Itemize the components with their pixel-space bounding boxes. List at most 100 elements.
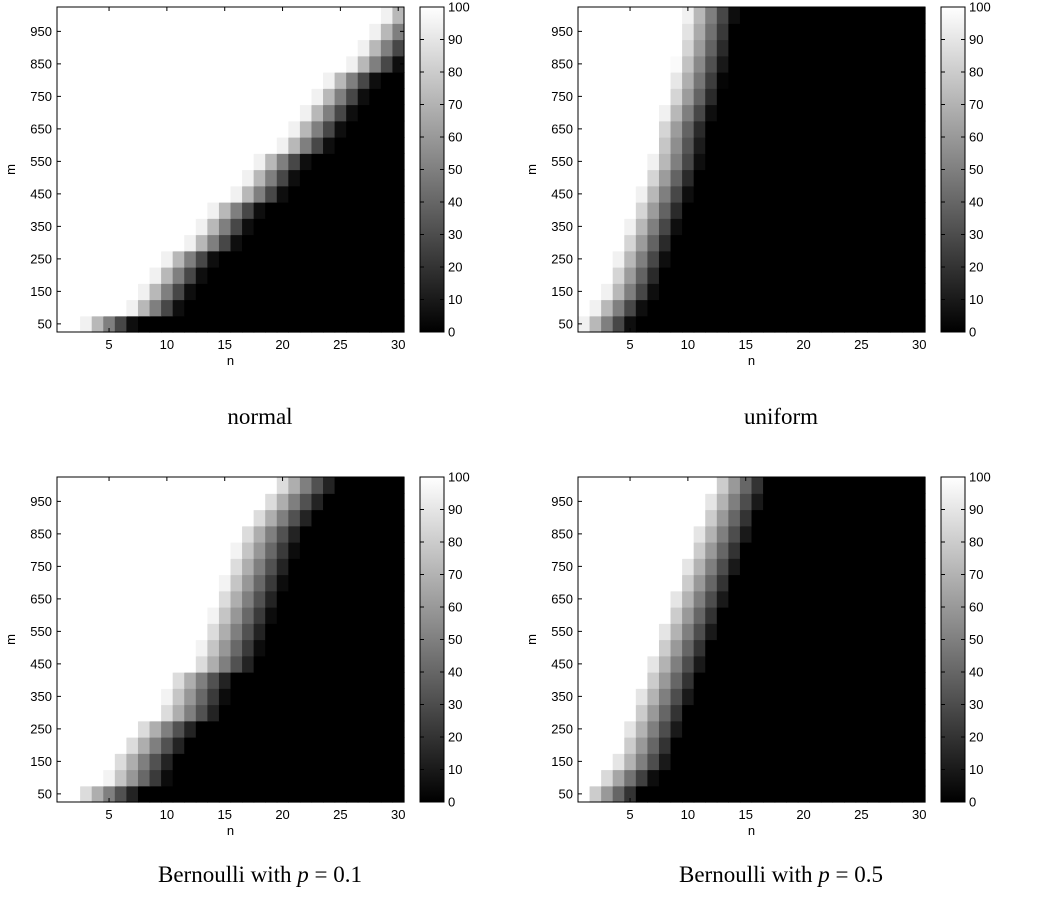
heatmap-cell: [890, 737, 903, 754]
heatmap-cell: [218, 185, 232, 203]
heatmap-cell: [601, 72, 614, 89]
heatmap-cell: [786, 23, 799, 41]
heatmap-cell: [68, 234, 81, 252]
heatmap-cell: [161, 234, 174, 252]
heatmap-cell: [832, 558, 845, 576]
heatmap-cell: [334, 769, 347, 787]
heatmap-cell: [716, 623, 729, 641]
heatmap-cell: [253, 493, 266, 511]
heatmap-cell: [763, 315, 776, 333]
heatmap-cell: [612, 607, 625, 624]
heatmap-cell: [380, 267, 394, 284]
heatmap-cell: [820, 590, 834, 608]
heatmap-cell: [230, 267, 243, 284]
heatmap-cell: [705, 137, 718, 154]
colorbar-tick-label: 0: [448, 325, 455, 340]
heatmap-cell: [774, 202, 787, 219]
heatmap-cell: [716, 250, 729, 268]
heatmap-cell: [276, 785, 289, 803]
heatmap-cell: [323, 23, 336, 41]
heatmap-cell: [68, 23, 81, 41]
heatmap-cell: [91, 720, 104, 738]
heatmap-cell: [137, 55, 151, 73]
heatmap-cell: [832, 234, 845, 252]
heatmap-cell: [137, 574, 151, 592]
heatmap-cell: [323, 672, 336, 689]
heatmap-cell: [253, 250, 266, 268]
heatmap-cell: [218, 137, 232, 154]
heatmap-cell: [624, 72, 637, 89]
heatmap-cell: [763, 234, 776, 252]
heatmap-cell: [195, 153, 208, 171]
heatmap-cell: [184, 720, 197, 738]
heatmap-cell: [380, 525, 394, 543]
heatmap-cell: [739, 542, 753, 559]
heatmap-cell: [276, 104, 289, 122]
heatmap-cell: [218, 558, 232, 576]
heatmap-cell: [323, 590, 336, 608]
heatmap-cell: [786, 542, 799, 559]
heatmap-cell: [242, 737, 255, 754]
heatmap-cell: [763, 169, 776, 187]
heatmap-cell: [126, 574, 139, 592]
heatmap-cell: [288, 623, 301, 641]
heatmap-cell: [242, 137, 255, 154]
heatmap-cell: [218, 88, 232, 106]
heatmap-cell: [867, 169, 880, 187]
heatmap-cell: [137, 267, 151, 284]
heatmap-cell: [647, 153, 660, 171]
heatmap-cell: [57, 299, 70, 317]
heatmap-cell: [91, 137, 104, 154]
heatmap-cell: [705, 153, 718, 171]
heatmap-cell: [601, 234, 614, 252]
heatmap-cell: [647, 688, 660, 706]
heatmap-cell: [589, 753, 602, 771]
heatmap-cell: [890, 137, 903, 154]
heatmap-cell: [311, 785, 324, 803]
heatmap-cell: [682, 23, 695, 41]
heatmap-cell: [184, 23, 197, 41]
heatmap-cell: [589, 250, 602, 268]
heatmap-cell: [218, 542, 232, 559]
heatmap-cell: [242, 672, 255, 689]
heatmap-cell: [311, 23, 324, 41]
heatmap-cell: [739, 639, 753, 657]
heatmap-cell: [276, 250, 289, 268]
heatmap-cell: [786, 769, 799, 787]
heatmap-cell: [80, 542, 93, 559]
heatmap-cell: [878, 607, 891, 624]
heatmap-cell: [693, 55, 706, 73]
heatmap-cell: [172, 88, 185, 106]
heatmap-cell: [728, 607, 741, 624]
heatmap-cell: [242, 169, 255, 187]
heatmap-cell: [265, 688, 278, 706]
heatmap-cell: [57, 104, 70, 122]
plot-frame: [577, 476, 926, 803]
heatmap-cell: [832, 477, 845, 494]
heatmap-cell: [670, 299, 683, 317]
heatmap-cell: [682, 672, 695, 689]
heatmap-cell: [728, 72, 741, 89]
heatmap-cell: [890, 185, 903, 203]
heatmap-cell: [172, 72, 185, 89]
heatmap-cell: [207, 23, 220, 41]
heatmap-cell: [195, 7, 208, 24]
heatmap-cell: [80, 315, 93, 333]
heatmap-cell: [809, 720, 822, 738]
heatmap-cell: [161, 574, 174, 592]
heatmap-cell: [844, 169, 857, 187]
heatmap-cell: [195, 169, 208, 187]
heatmap-cell: [380, 88, 394, 106]
heatmap-cell: [901, 769, 915, 787]
heatmap-cell: [751, 753, 764, 771]
heatmap-cell: [578, 785, 591, 803]
heatmap-cell: [763, 623, 776, 641]
heatmap-cell: [184, 623, 197, 641]
heatmap-cell: [612, 202, 625, 219]
heatmap-cell: [103, 607, 116, 624]
heatmap-cell: [207, 558, 220, 576]
heatmap-cell: [137, 7, 151, 24]
heatmap-cell: [299, 104, 313, 122]
heatmap-cell: [323, 202, 336, 219]
heatmap-cell: [612, 688, 625, 706]
